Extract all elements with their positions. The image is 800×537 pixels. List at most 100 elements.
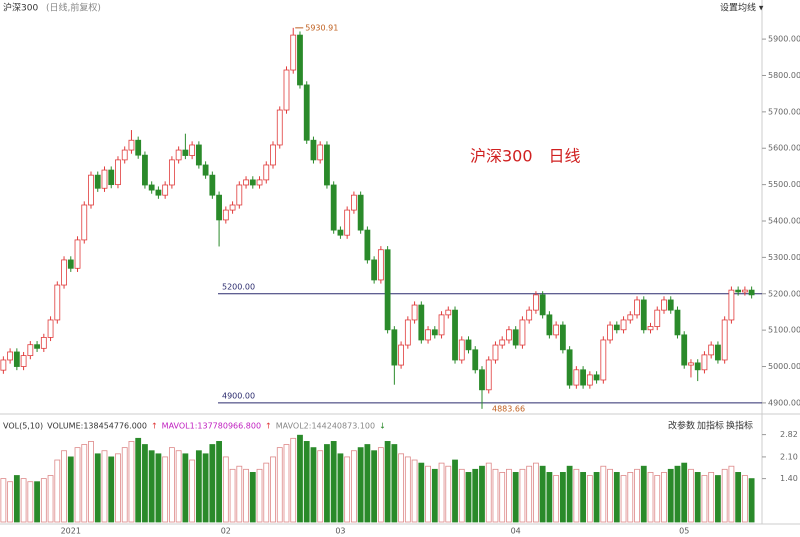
candle-body: [47, 319, 54, 338]
candle-body: [411, 304, 418, 321]
candle-body: [13, 351, 20, 367]
candle-body: [512, 329, 519, 346]
x-tick-label: 02: [221, 527, 231, 536]
volume-bar: [377, 447, 384, 523]
volume-bar: [351, 450, 357, 523]
candle-body: [431, 329, 438, 336]
volume-bar: [600, 465, 607, 523]
candle-body: [74, 239, 81, 269]
candle-body: [445, 309, 452, 316]
volume-bar: [546, 472, 553, 523]
volume-bar: [701, 475, 708, 523]
volume-bar: [465, 472, 472, 523]
candle-body: [593, 374, 600, 381]
candle-body: [351, 194, 357, 211]
volume-bar: [155, 453, 162, 523]
y-tick-label: 5300.00: [768, 253, 800, 262]
candle-body: [721, 319, 728, 361]
volume-bar: [499, 472, 506, 523]
candle-body: [121, 149, 128, 161]
candle-body: [485, 359, 492, 391]
volume-bar: [647, 472, 654, 523]
candle-body: [465, 339, 472, 351]
volume-legend: VOLUME:138454776.000: [47, 422, 147, 431]
candle-body: [297, 34, 303, 86]
volume-bar: [458, 468, 465, 523]
candle-body: [735, 289, 742, 293]
indicator-button[interactable]: 改参数: [668, 420, 695, 432]
candle-body: [748, 289, 755, 296]
volume-bar: [620, 475, 627, 523]
x-tick-label: 03: [335, 527, 345, 536]
volume-bar: [7, 481, 14, 523]
volume-bar: [94, 453, 101, 523]
candle-body: [640, 299, 647, 331]
volume-bar: [694, 472, 701, 523]
candle-body: [654, 309, 661, 327]
candle-body: [371, 259, 378, 281]
volume-bar: [586, 475, 593, 523]
candle-body: [661, 299, 667, 311]
volume-legend: MAVOL1:137780966.800: [162, 422, 261, 431]
volume-bar: [128, 441, 135, 523]
volume-bar: [115, 453, 121, 523]
candle-body: [182, 149, 189, 156]
candle-body: [600, 339, 607, 381]
indicator-button[interactable]: 换指标: [726, 420, 753, 432]
volume-bar: [715, 475, 721, 523]
candle-body: [330, 184, 337, 231]
volume-bar: [249, 472, 256, 523]
volume-bar: [283, 444, 290, 523]
candle-body: [681, 334, 688, 366]
candle-body: [519, 319, 526, 346]
volume-bar: [519, 468, 526, 523]
candle-body: [634, 299, 640, 316]
candle-body: [357, 194, 364, 231]
candle-body: [236, 184, 243, 206]
volume-bar: [310, 447, 317, 523]
volume-bar: [404, 456, 411, 523]
horizontal-line-label: 4900.00: [222, 391, 255, 400]
ma-settings[interactable]: 设置均线 ▾: [720, 2, 764, 14]
volume-bar: [108, 456, 115, 523]
candle-body: [391, 329, 398, 366]
candle-body: [168, 159, 175, 186]
horizontal-line-label: 5200.00: [222, 282, 255, 291]
indicator-button[interactable]: 加指标: [697, 420, 724, 432]
y-tick-label: 5500.00: [768, 180, 800, 189]
volume-bar: [27, 481, 34, 523]
candle-body: [27, 344, 34, 357]
candle-body: [310, 139, 317, 161]
volume-legend: ↓: [379, 422, 386, 431]
volume-bar: [209, 444, 216, 523]
min-label: 4883.66: [492, 404, 525, 413]
volume-bar: [391, 444, 398, 523]
volume-bar: [667, 468, 674, 523]
candle-body: [229, 204, 236, 211]
volume-bar: [411, 459, 418, 523]
candle-body: [256, 179, 263, 186]
volume-bar: [512, 472, 519, 523]
volume-bar: [559, 472, 566, 523]
candle-body: [101, 169, 108, 189]
candle-body: [741, 289, 748, 293]
volume-bar: [344, 456, 351, 523]
x-tick-label: 04: [511, 527, 521, 536]
volume-bar: [67, 456, 74, 523]
candle-body: [337, 229, 344, 236]
volume-bar: [607, 468, 613, 523]
candle-body: [708, 344, 715, 356]
volume-bar: [168, 447, 175, 523]
volume-bar: [330, 441, 337, 523]
volume-bar: [81, 444, 88, 523]
candle-body: [142, 154, 148, 186]
volume-bar: [88, 441, 94, 523]
candle-body: [54, 284, 61, 321]
volume-bar: [135, 437, 142, 523]
volume-bar: [539, 465, 546, 523]
volume-bar: [142, 444, 148, 523]
candle-body: [283, 69, 290, 111]
volume-bar: [162, 456, 169, 523]
y-tick-label: 4900.00: [768, 398, 800, 407]
